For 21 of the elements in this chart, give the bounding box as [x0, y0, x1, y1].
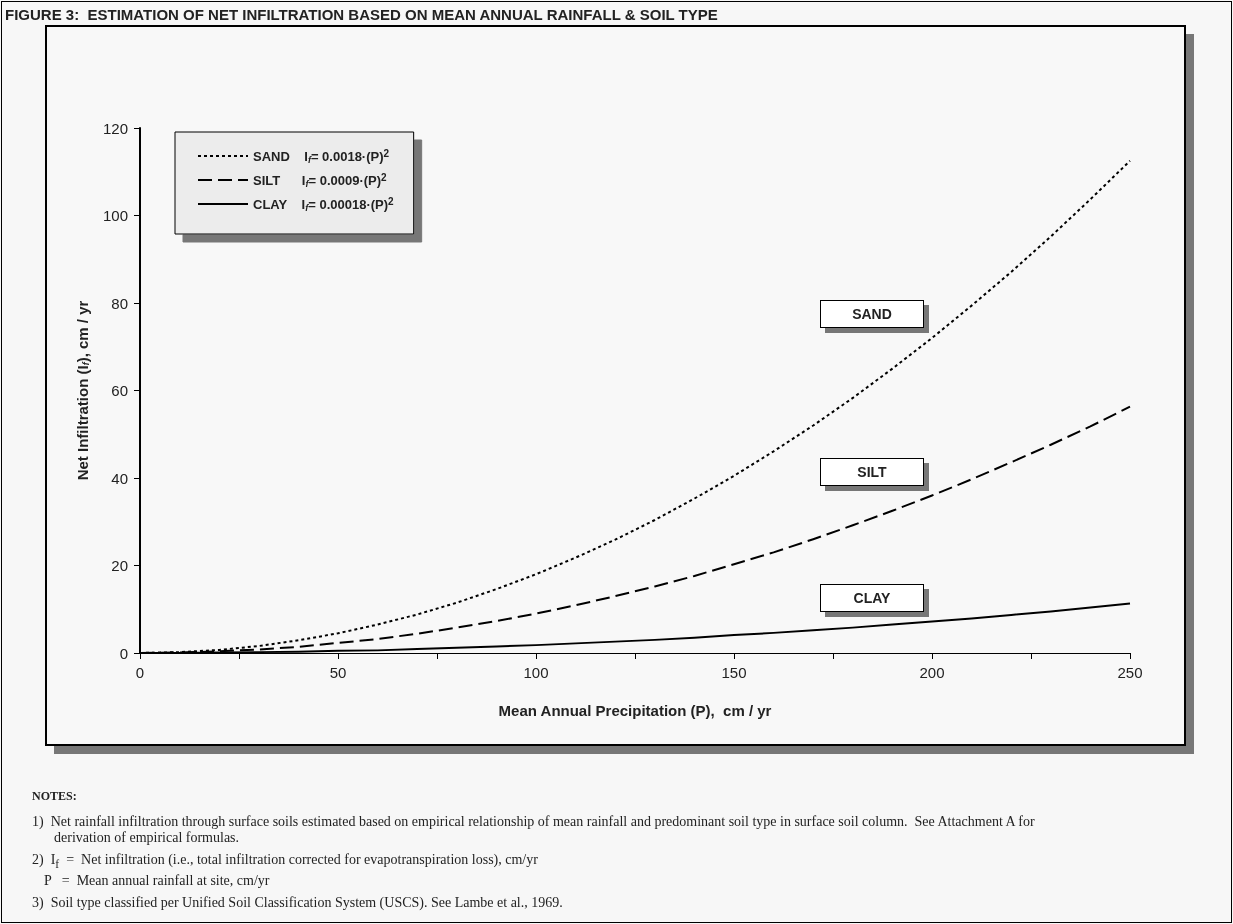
text: 3) Soil type classified per Unified Soil Classification System (USCS). See Lambe et al., 1969.	[32, 894, 564, 911]
text: NOTES:	[32, 788, 78, 804]
y-tick-label: 20	[111, 557, 128, 574]
y-tick-label: 120	[102, 119, 128, 137]
x-tick-label: 50	[329, 664, 347, 681]
y-tick-label: 0	[119, 644, 128, 662]
y-tick-label: 60	[111, 382, 128, 399]
text: P = Mean annual rainfall at site, cm/yr	[43, 872, 271, 889]
x-tick-label: 200	[919, 664, 945, 681]
y-axis-title: Net Infiltration (If), cm / yr	[74, 300, 91, 481]
y-tick-label: 100	[102, 207, 128, 224]
x-tick-label: 0	[135, 664, 145, 681]
x-axis-title: Mean Annual Precipitation (P), cm / yr	[498, 702, 772, 719]
x-tick-label: 100	[523, 664, 549, 681]
y-tick-label: 80	[111, 294, 128, 312]
text: 2) I$_{f}$ = Net infiltration (i.e., total infiltration corrected for evapotranspiration loss), cm/yr	[32, 852, 539, 873]
y-tick-label: 40	[111, 469, 128, 487]
text: 1) Net rainfall infiltration through surface soils estimated based on empirical relationship of mean rainfall and predominant soil type in surface soil column. See Attachment A for derivation of empirical formulas.	[32, 814, 1036, 846]
x-tick-label: 250	[1117, 664, 1143, 681]
x-tick-label: 150	[721, 664, 747, 681]
chart-title: FIGURE 3: ESTIMATION OF NET INFILTRATION BASED ON MEAN ANNUAL RAINFALL & SOIL TYPE	[5, 6, 718, 23]
